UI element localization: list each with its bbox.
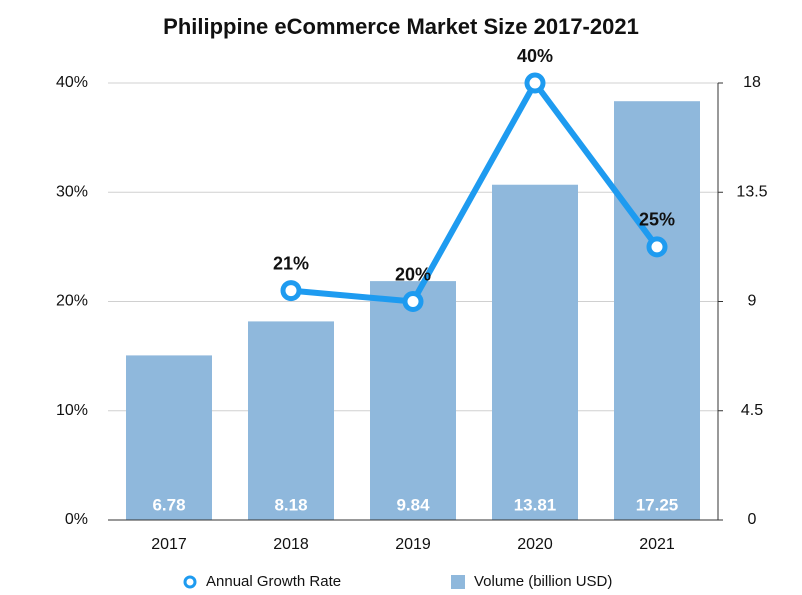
bar-value-label: 13.81 — [514, 495, 557, 514]
x-tick-label: 2017 — [151, 536, 187, 553]
bar — [248, 321, 334, 520]
bar-value-label: 9.84 — [396, 495, 430, 514]
y2-tick-label: 9 — [748, 293, 757, 310]
line-value-label: 25% — [639, 210, 675, 230]
y-tick-label: 40% — [56, 74, 88, 91]
bar-value-label: 6.78 — [152, 495, 185, 514]
line-value-label: 20% — [395, 264, 431, 284]
bar — [370, 281, 456, 520]
bar — [492, 184, 578, 521]
y2-tick-label: 4.5 — [741, 402, 763, 419]
x-tick-label: 2019 — [395, 536, 431, 553]
line — [290, 80, 660, 305]
bar — [126, 355, 212, 520]
legend-label: Annual Growth Rate — [206, 573, 341, 590]
line-point — [646, 236, 668, 258]
y2-tick-label: 13.5 — [736, 183, 767, 200]
y-tick-label: 30% — [56, 183, 88, 200]
bar-value-label: 8.18 — [274, 495, 307, 514]
bar-value-label: 17.25 — [636, 495, 679, 514]
chart-title: Philippine eCommerce Market Size 2017-20… — [163, 14, 639, 39]
line-value-label: 40% — [517, 46, 553, 66]
legend-swatch — [183, 575, 197, 589]
line-value-label: 21% — [273, 253, 309, 273]
x-tick-label: 2021 — [639, 536, 675, 553]
legend-label: Volume (billion USD) — [474, 573, 612, 590]
y-tick-label: 20% — [56, 293, 88, 310]
bar — [614, 101, 700, 520]
y2-tick-label: 0 — [748, 511, 757, 528]
y-tick-label: 10% — [56, 402, 88, 419]
line-point — [524, 72, 546, 94]
y-tick-label: 0% — [65, 511, 88, 528]
legend-swatch — [451, 575, 465, 589]
x-tick-label: 2020 — [517, 536, 553, 553]
line-point — [280, 280, 302, 302]
line-point — [402, 291, 424, 312]
y2-tick-label: 18 — [743, 74, 761, 91]
x-tick-label: 2018 — [273, 536, 309, 553]
